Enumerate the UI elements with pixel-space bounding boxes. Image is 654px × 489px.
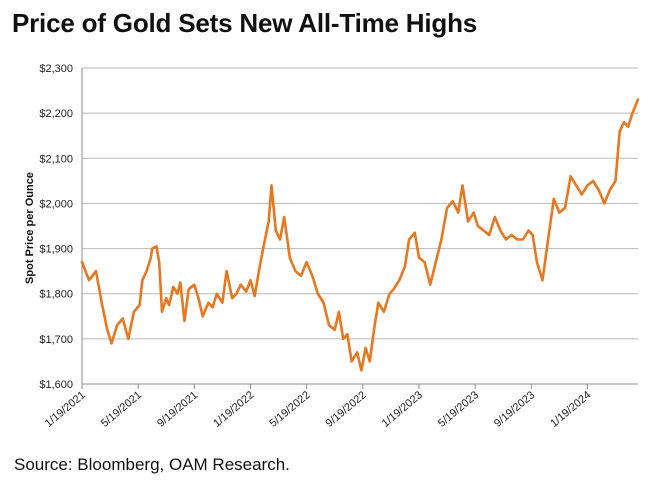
y-tick-label: $1,700 [39, 334, 73, 346]
x-tick-label: 5/19/2023 [436, 389, 481, 430]
series-layer [80, 98, 640, 372]
y-axis-label: Spot Price per Ounce [24, 172, 36, 284]
y-tick-label: $1,800 [39, 289, 73, 301]
y-tick-label: $1,900 [39, 244, 73, 256]
axes [81, 68, 638, 389]
y-tick-label: $2,200 [39, 108, 73, 120]
x-tick-label: 1/19/2024 [548, 389, 593, 430]
y-tick-label: $2,300 [39, 63, 73, 75]
x-tick-label: 9/19/2022 [324, 389, 369, 430]
x-tick-label: 1/19/2021 [43, 389, 88, 430]
x-tick-label: 5/19/2022 [267, 389, 312, 430]
series-line-gold-price [80, 98, 640, 372]
gridlines [82, 67, 638, 340]
chart-title: Price of Gold Sets New All-Time Highs [12, 8, 478, 38]
x-tick-label: 5/19/2021 [99, 389, 144, 430]
x-tick-label: 1/19/2023 [380, 389, 425, 430]
x-tick-label: 1/19/2022 [211, 389, 256, 430]
x-tick-labels: 1/19/2021 5/19/2021 9/19/2021 1/19/2022 5/19… [43, 389, 594, 430]
y-tick-label: $2,100 [39, 153, 73, 165]
y-tick-labels: $1,600 $1,700 $1,800 $1,900 $2,000 $2,100 $2,2… [39, 63, 73, 391]
y-tick-label: $1,600 [39, 379, 73, 391]
y-tick-label: $2,000 [39, 198, 73, 210]
x-tick-label: 9/19/2021 [155, 389, 200, 430]
source-note: Source: Bloomberg, OAM Research. [14, 455, 290, 474]
x-tick-label: 9/19/2023 [492, 389, 537, 430]
